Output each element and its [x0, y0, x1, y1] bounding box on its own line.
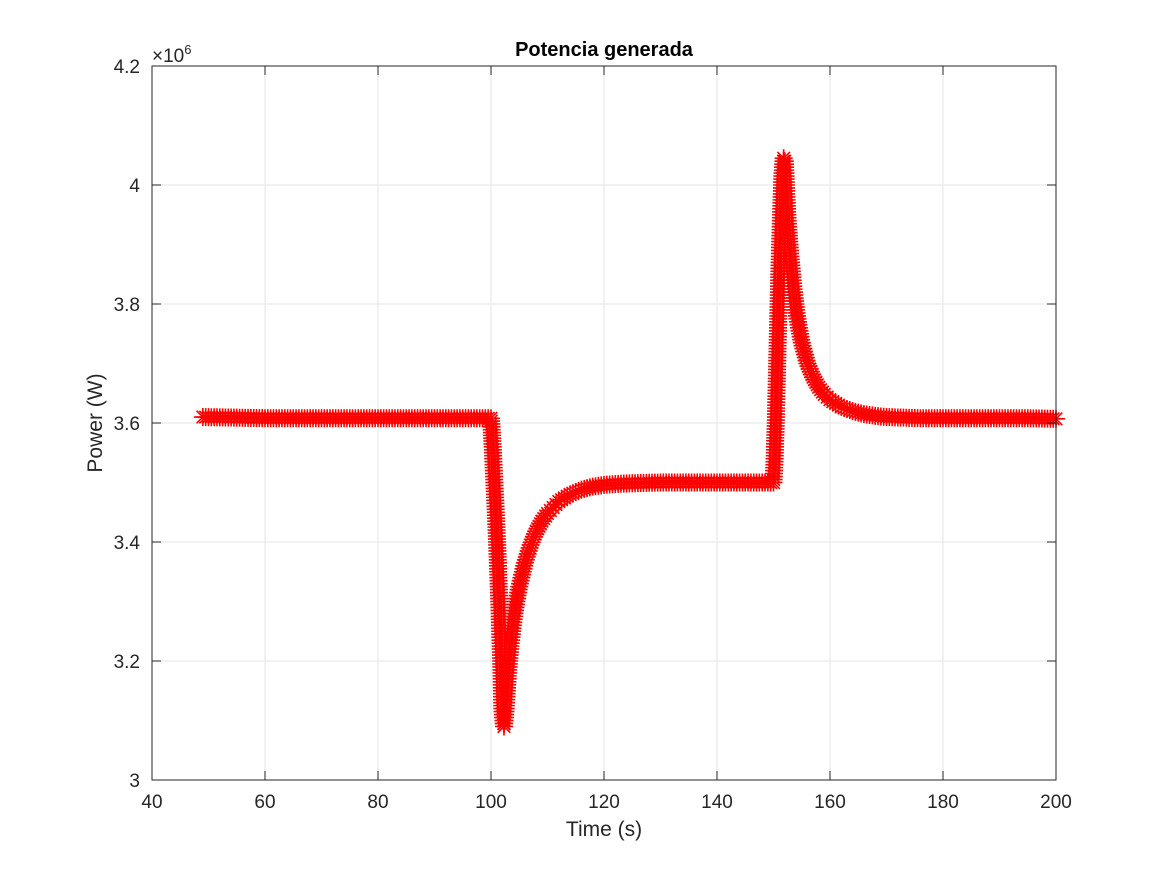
y-exponent-base: ×10: [152, 46, 184, 67]
data-point: [802, 365, 821, 384]
y-tick-label: 3.6: [114, 414, 140, 435]
x-tick-label: 160: [814, 792, 846, 813]
data-point: [516, 550, 535, 569]
data-point: [792, 333, 811, 352]
data-point: [518, 544, 537, 563]
axis-ticks: [151, 65, 1057, 781]
y-tick-label: 3.8: [114, 295, 140, 316]
data-points: [193, 149, 1065, 736]
y-tick-label: 3: [129, 771, 140, 792]
chart-title: Potencia generada: [515, 39, 694, 61]
x-tick-label: 100: [475, 792, 507, 813]
x-tick-label: 140: [701, 792, 733, 813]
data-point: [799, 357, 818, 376]
data-point: [523, 530, 542, 549]
data-point: [835, 398, 854, 417]
y-tick-label: 3.4: [114, 533, 141, 554]
y-tick-label: 4.2: [114, 57, 140, 78]
data-point: [801, 362, 820, 381]
data-point: [561, 485, 580, 504]
data-point: [524, 527, 543, 546]
data-point: [800, 359, 819, 378]
data-point: [795, 345, 814, 364]
y-axis-label: Power (W): [84, 373, 107, 472]
data-point: [566, 483, 585, 502]
data-point: [793, 336, 812, 355]
data-point: [795, 342, 814, 361]
data-point: [569, 481, 588, 500]
data-point: [520, 538, 539, 557]
data-point: [519, 541, 538, 560]
x-axis-label: Time (s): [566, 818, 642, 841]
data-point: [798, 354, 817, 373]
y-tick-labels: 3 3.2 3.4 3.6 3.8 4 4.2: [114, 57, 141, 792]
data-point: [796, 348, 815, 367]
data-point: [774, 149, 793, 168]
x-tick-label: 80: [367, 792, 388, 813]
y-exponent-label: ×106: [152, 42, 191, 67]
data-point: [563, 484, 582, 503]
data-point: [837, 400, 856, 419]
x-tick-labels: 40 60 80 100 120 140 160 180 200: [141, 792, 1071, 813]
data-point: [526, 525, 545, 544]
y-tick-label: 3.2: [114, 652, 140, 673]
x-tick-label: 40: [141, 792, 162, 813]
x-tick-label: 60: [254, 792, 275, 813]
data-point: [797, 351, 816, 370]
data-point: [794, 339, 813, 358]
data-point: [832, 397, 851, 416]
x-tick-label: 120: [588, 792, 620, 813]
y-exponent-power: 6: [184, 42, 191, 57]
y-tick-label: 4: [129, 176, 140, 197]
data-point: [840, 401, 859, 420]
data-point: [517, 547, 536, 566]
x-tick-label: 200: [1040, 792, 1072, 813]
x-tick-label: 180: [927, 792, 959, 813]
data-point: [521, 535, 540, 554]
data-point: [522, 533, 541, 552]
data-point: [515, 553, 534, 572]
